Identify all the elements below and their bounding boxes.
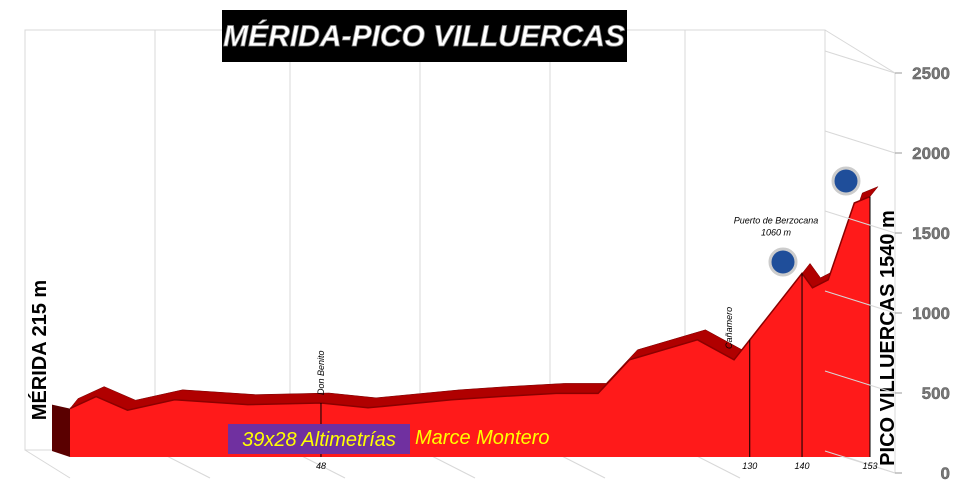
subtitle: 39x28 Altimetrías <box>242 429 396 451</box>
y-tick-label: 1500 <box>912 224 950 243</box>
y-tick-label: 0 <box>941 464 950 483</box>
plot <box>52 186 879 457</box>
x-tick-label: 140 <box>795 461 810 471</box>
author: Marce Montero <box>415 427 550 449</box>
end-label: PICO VILLUERCAS 1540 m <box>877 210 899 466</box>
y-tick-label: 1000 <box>912 304 950 323</box>
profile-face <box>70 196 870 457</box>
grid-line <box>824 450 896 474</box>
x-tick-label: 130 <box>742 461 757 471</box>
x-tick-label: 48 <box>316 461 326 471</box>
grid-line <box>824 130 896 154</box>
chart-title: MÉRIDA-PICO VILLUERCAS <box>223 19 625 53</box>
climb-badge <box>768 166 861 277</box>
start-label: MÉRIDA 215 m <box>28 280 51 420</box>
y-tick-label: 500 <box>922 384 950 403</box>
grid-line <box>824 370 896 394</box>
y-tick-label: 2500 <box>912 64 950 83</box>
annotation: 1060 m <box>761 227 792 237</box>
x-tick-label: 153 <box>862 461 877 471</box>
annotation: Puerto de Berzocana <box>734 215 819 225</box>
profile-line <box>69 195 871 411</box>
subtitle-box <box>228 424 410 454</box>
grid-line <box>824 290 896 314</box>
annotation: Don Benito <box>316 350 326 395</box>
profile-side <box>52 404 70 457</box>
grid-line <box>824 210 896 234</box>
annotation: Cañamero <box>724 307 734 349</box>
grid-line <box>824 50 896 74</box>
title-box <box>222 10 627 62</box>
y-tick-label: 2000 <box>912 144 950 163</box>
